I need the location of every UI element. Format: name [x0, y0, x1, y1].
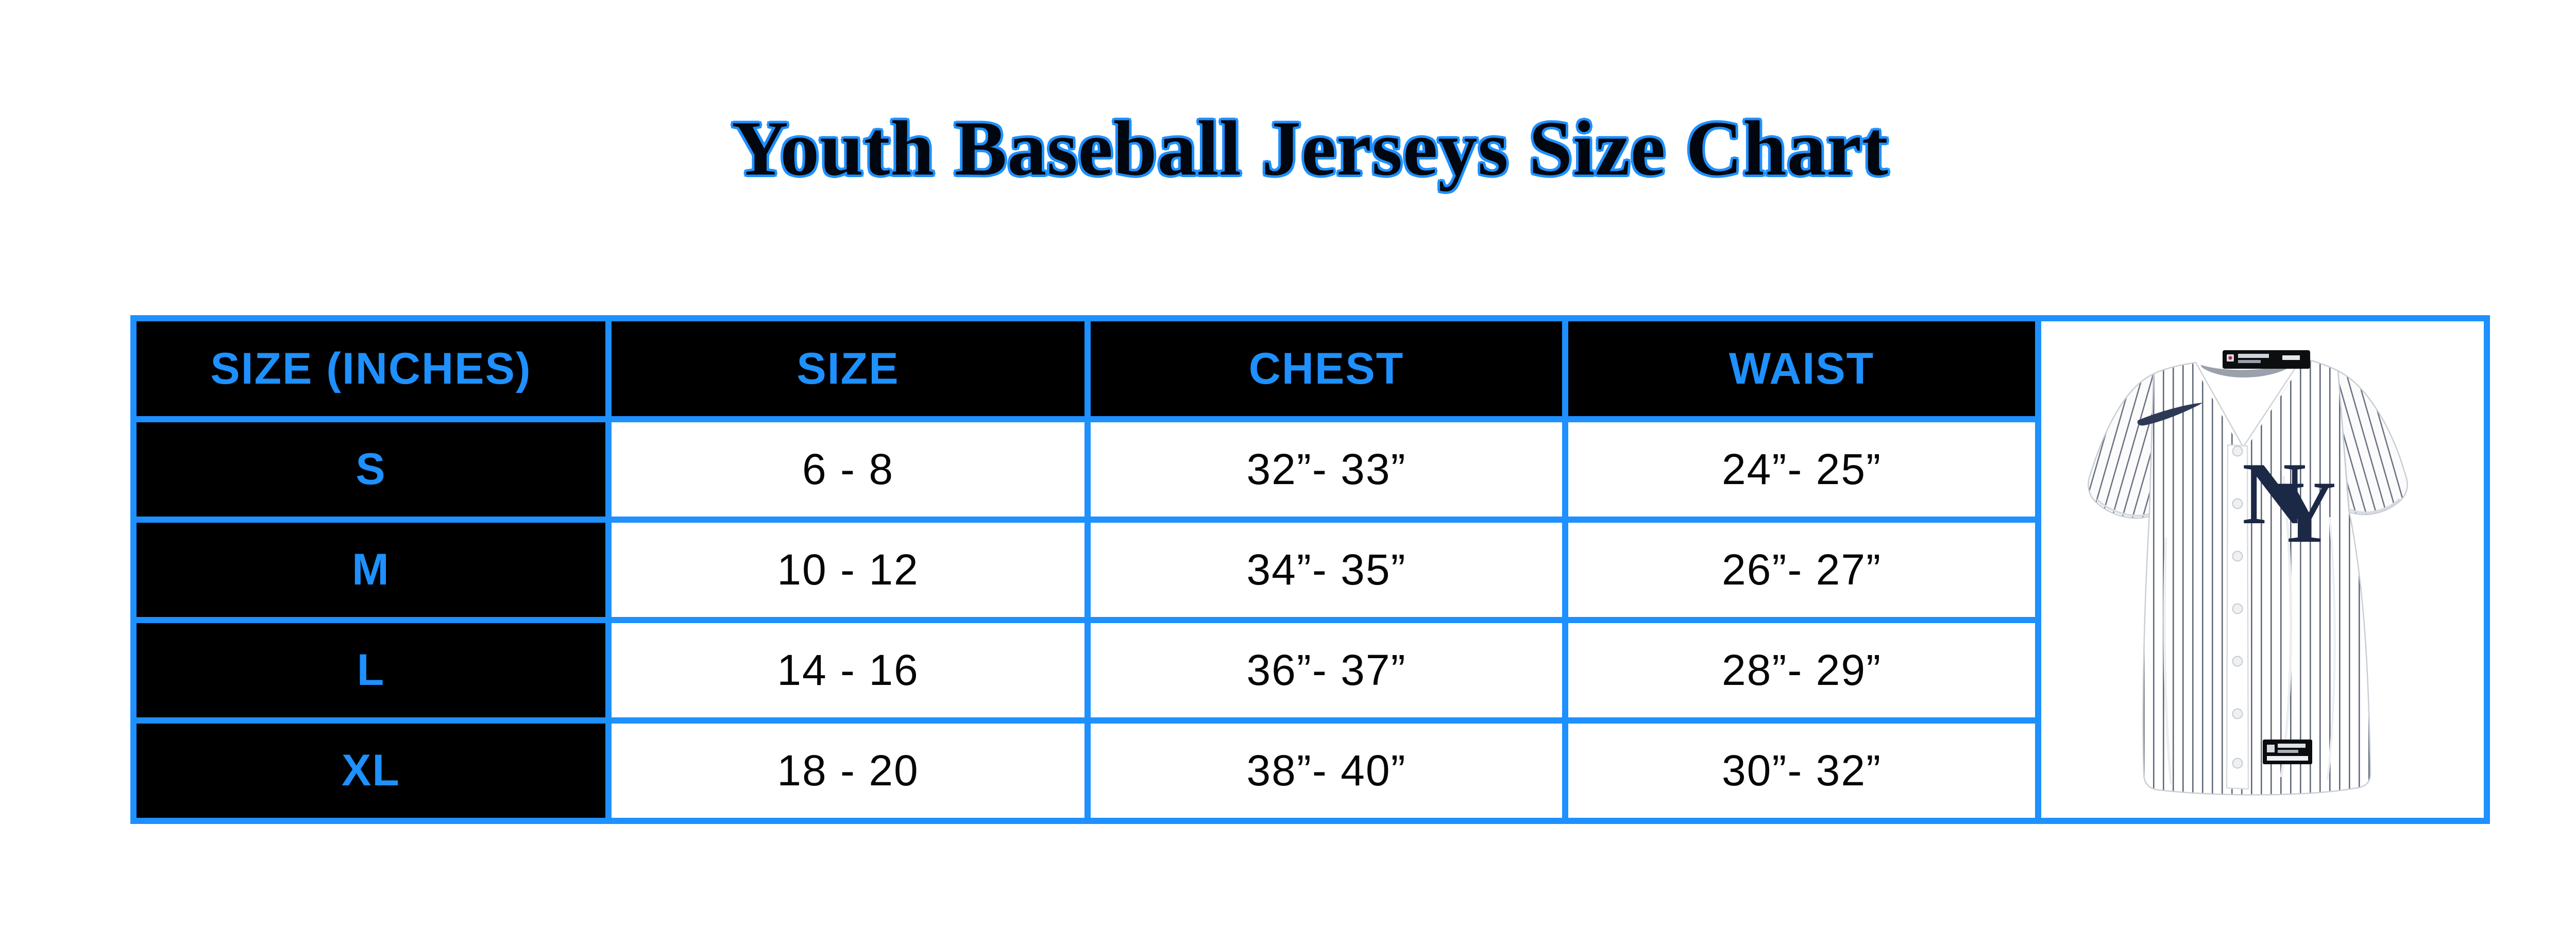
- size-label-cell-xl: XL: [137, 724, 605, 818]
- waist-cell-s: 24”- 25”: [1568, 422, 2035, 517]
- ny-logo: N Y: [2242, 445, 2336, 561]
- age-range-cell-l: 14 - 16: [612, 623, 1084, 717]
- yankees-jersey-image: N Y: [2088, 350, 2408, 796]
- chest-cell-s: 32”- 33”: [1091, 422, 1562, 517]
- age-range-cell-m: 10 - 12: [612, 523, 1084, 617]
- header-cell-size-inches: SIZE (INCHES): [137, 321, 605, 416]
- chest-cell-m: 34”- 35”: [1091, 523, 1562, 617]
- jersey-right-sleeve: [2337, 369, 2408, 516]
- header-cell-waist: WAIST: [1568, 321, 2035, 416]
- right-cuff-seam: [2350, 498, 2401, 514]
- waist-cell-l: 28”- 29”: [1568, 623, 2035, 717]
- ny-logo-n: N: [2242, 445, 2306, 543]
- size-label-cell-s: S: [137, 422, 605, 517]
- button-placket: [2226, 444, 2249, 790]
- size-label-cell-l: L: [137, 623, 605, 717]
- header-cell-chest: CHEST: [1091, 321, 1562, 416]
- page-title: Youth Baseball Jerseys Size Chart: [732, 105, 1889, 192]
- ny-logo-y: Y: [2272, 463, 2336, 561]
- jersey-left-sleeve: [2088, 373, 2155, 519]
- size-chart-table: N Y SIZE (INCHES) SIZE CHEST WAIST S 6 -…: [130, 315, 2490, 824]
- header-cell-size: SIZE: [612, 321, 1084, 416]
- size-label-cell-m: M: [137, 523, 605, 617]
- jock-tag: [2263, 740, 2312, 764]
- buttons: [2232, 445, 2243, 769]
- waist-cell-xl: 30”- 32”: [1568, 724, 2035, 818]
- chest-cell-xl: 38”- 40”: [1091, 724, 1562, 818]
- age-range-cell-xl: 18 - 20: [612, 724, 1084, 818]
- inner-collar: [2196, 358, 2302, 378]
- waist-cell-m: 26”- 27”: [1568, 523, 2035, 617]
- nike-swoosh-icon: [2137, 403, 2203, 426]
- age-range-cell-s: 6 - 8: [612, 422, 1084, 517]
- left-cuff-seam: [2096, 499, 2150, 517]
- collar-tag: [2223, 350, 2310, 369]
- jersey-image-cell: N Y: [2041, 321, 2484, 818]
- chest-cell-l: 36”- 37”: [1091, 623, 1562, 717]
